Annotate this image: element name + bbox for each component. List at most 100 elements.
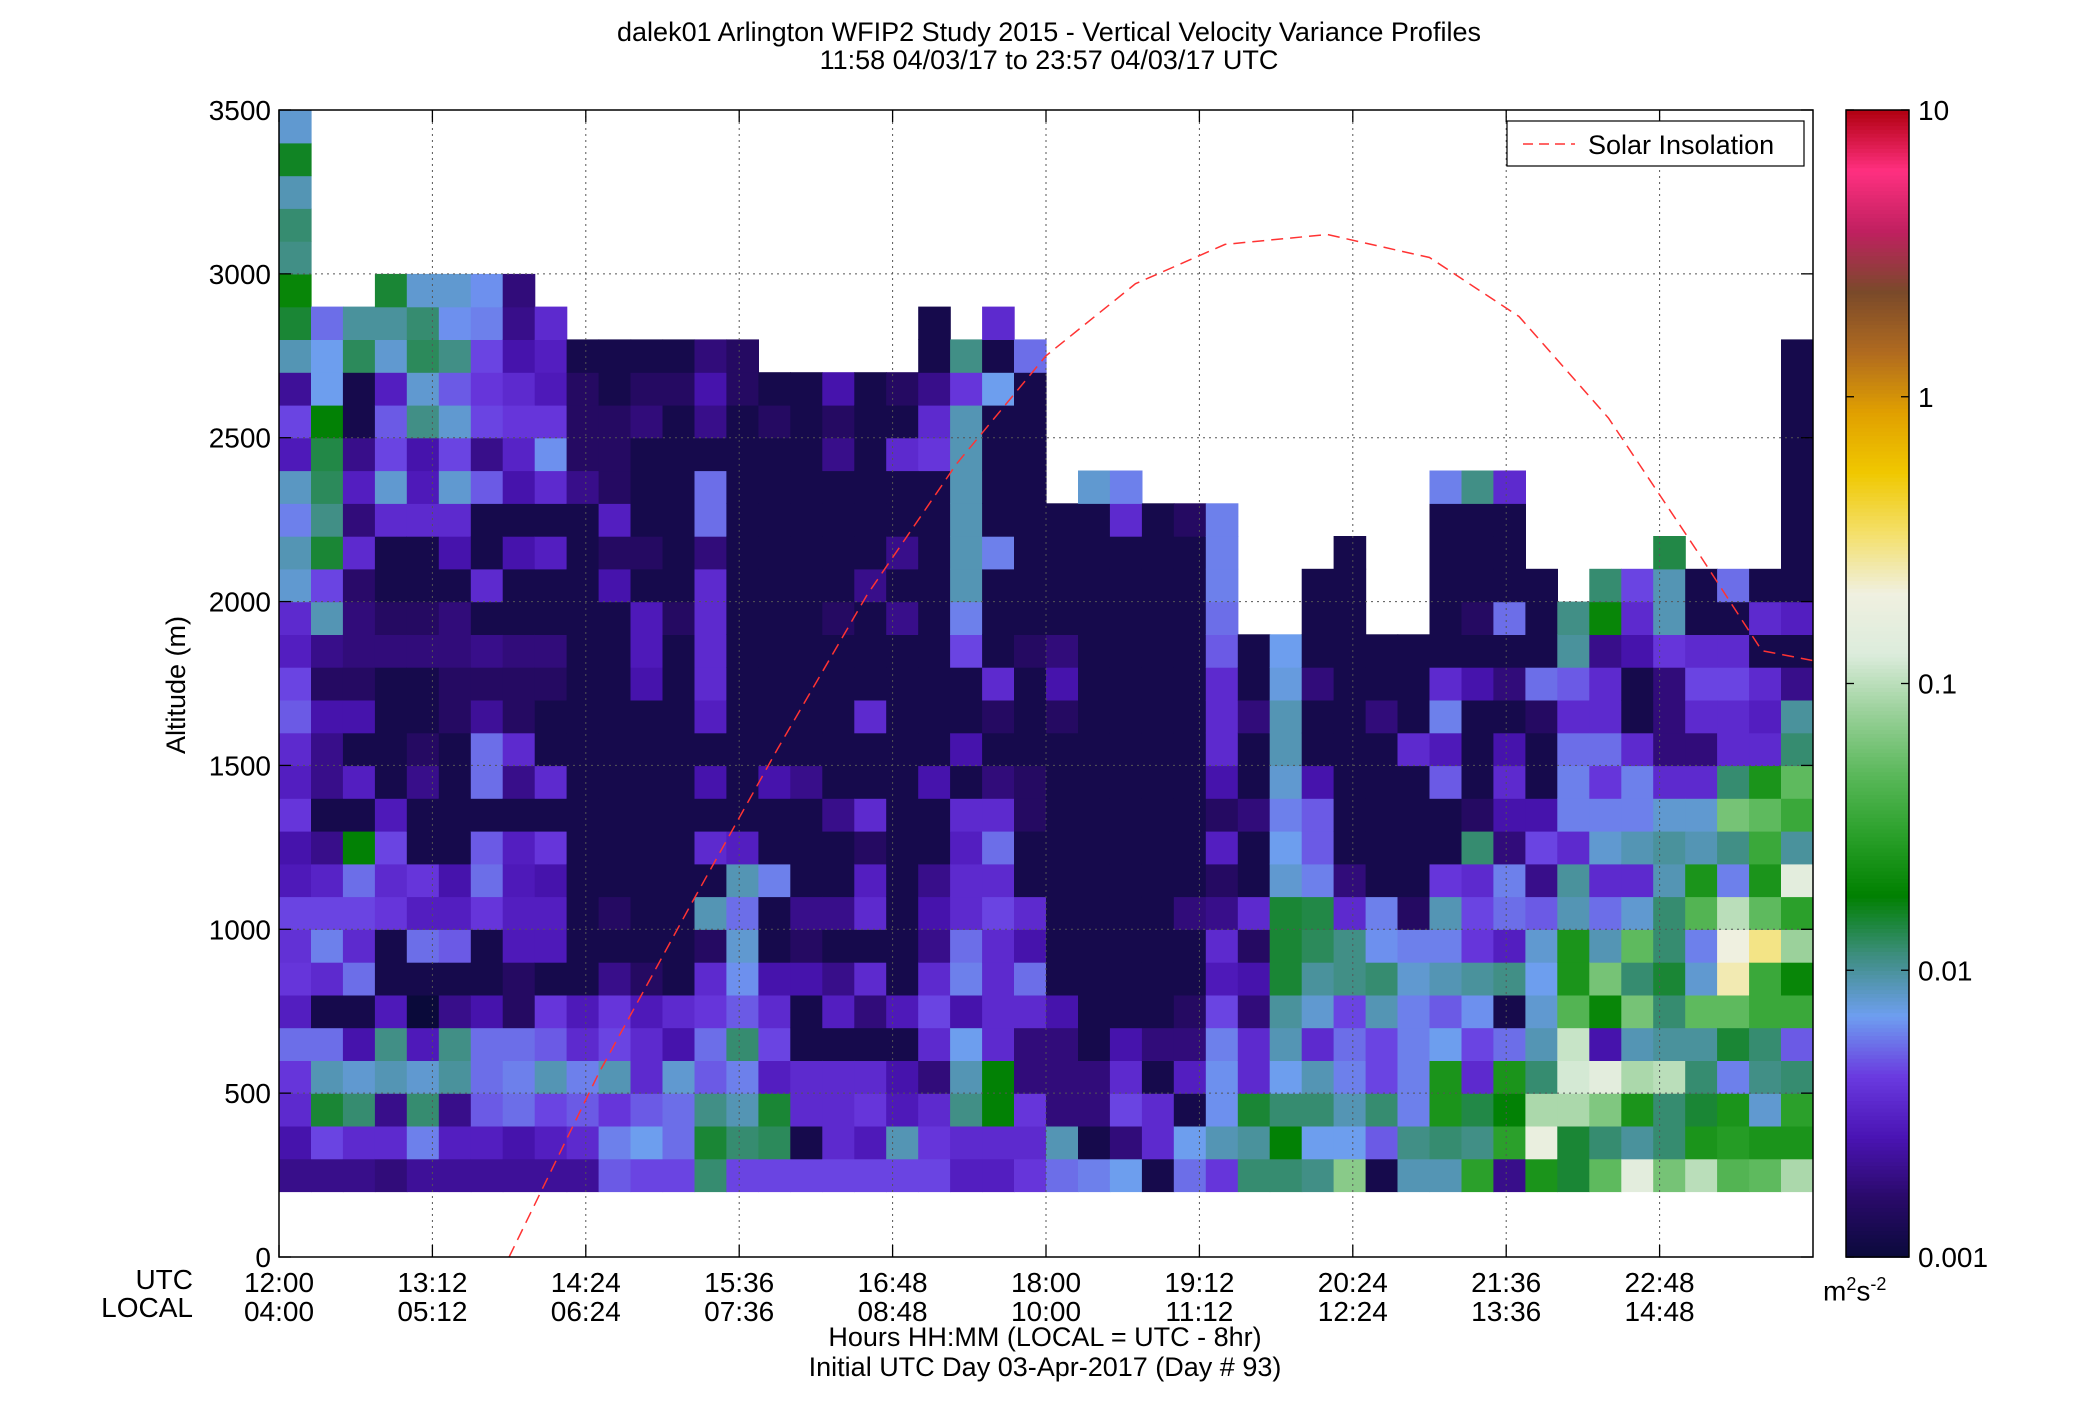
heatmap-cell xyxy=(758,962,791,996)
heatmap-cell xyxy=(502,863,536,898)
heatmap-cell xyxy=(1109,568,1143,603)
heatmap-cell xyxy=(534,1093,568,1127)
heatmap-cell xyxy=(1621,1125,1654,1160)
heatmap-cell xyxy=(1333,831,1367,865)
colorbar-segment xyxy=(1846,1073,1909,1079)
heatmap-cell xyxy=(566,536,600,570)
heatmap-cell xyxy=(1749,831,1782,865)
heatmap-cell xyxy=(950,699,983,734)
heatmap-cell xyxy=(502,306,536,340)
heatmap-cell xyxy=(598,372,632,406)
heatmap-cell xyxy=(406,667,440,701)
heatmap-cell xyxy=(502,831,536,865)
y-axis-ticks: 0 500 1000 1500 2000 2500 3000 3500 xyxy=(209,95,1813,1273)
heatmap-cells xyxy=(279,45,1813,1193)
heatmap-cell xyxy=(279,45,312,78)
heatmap-cell xyxy=(279,110,312,144)
heatmap-cell xyxy=(374,732,408,767)
colorbar-segment xyxy=(1846,564,1909,570)
heatmap-cell xyxy=(374,667,408,701)
y-tick-label: 1500 xyxy=(209,750,271,781)
heatmap-cell xyxy=(726,798,759,832)
heatmap-cell xyxy=(1141,1125,1175,1160)
heatmap-cell xyxy=(1014,470,1047,504)
heatmap-cell xyxy=(1685,831,1718,865)
heatmap-cell xyxy=(279,1027,312,1061)
heatmap-cell xyxy=(822,962,855,996)
heatmap-cell xyxy=(470,831,504,865)
colorbar-segment xyxy=(1846,614,1909,620)
heatmap-cell xyxy=(886,962,919,996)
heatmap-cell xyxy=(470,962,504,996)
heatmap-cell xyxy=(886,765,919,799)
heatmap-cell xyxy=(1525,1060,1558,1094)
heatmap-cell xyxy=(1109,470,1143,504)
heatmap-cell xyxy=(374,863,408,898)
heatmap-cell xyxy=(1653,929,1686,963)
heatmap-cell xyxy=(406,273,440,308)
heatmap-cell xyxy=(566,470,600,504)
colorbar-segment xyxy=(1846,966,1909,972)
heatmap-cell xyxy=(790,765,823,799)
heatmap-cell xyxy=(950,896,983,930)
heatmap-cell xyxy=(502,732,536,767)
colorbar-segment xyxy=(1846,366,1909,371)
heatmap-cell xyxy=(534,667,568,701)
heatmap-cell xyxy=(918,699,951,734)
heatmap-cell xyxy=(1557,699,1590,734)
heatmap-cell xyxy=(342,372,376,406)
heatmap-cell xyxy=(1269,1027,1303,1061)
heatmap-cell xyxy=(1333,732,1367,767)
heatmap-cell xyxy=(470,306,504,340)
colorbar-segment xyxy=(1846,1218,1909,1224)
heatmap-cell xyxy=(950,1060,983,1094)
heatmap-cell xyxy=(886,1027,919,1061)
heatmap-cell xyxy=(726,437,759,472)
heatmap-cell xyxy=(950,765,983,799)
heatmap-cell xyxy=(822,798,855,832)
heatmap-cell xyxy=(822,929,855,963)
heatmap-cell xyxy=(822,437,855,472)
colorbar-segment xyxy=(1846,1050,1909,1056)
heatmap-cell xyxy=(1525,1158,1558,1193)
heatmap-cell xyxy=(1653,536,1686,570)
colorbar-segment xyxy=(1846,1188,1909,1193)
heatmap-cell xyxy=(1269,896,1303,930)
heatmap-cell xyxy=(790,372,823,406)
heatmap-cell xyxy=(630,634,664,668)
heatmap-cell xyxy=(1781,601,1813,635)
unit-base: m xyxy=(1823,1275,1847,1307)
heatmap-cell xyxy=(758,699,791,734)
heatmap-cell xyxy=(1589,831,1622,865)
heatmap-cell xyxy=(1333,798,1367,832)
colorbar-segment xyxy=(1846,557,1909,562)
heatmap-cell xyxy=(758,732,791,767)
colorbar-segment xyxy=(1846,1084,1909,1090)
heatmap-cell xyxy=(1046,994,1079,1029)
heatmap-cell xyxy=(758,896,791,930)
colorbar-segment xyxy=(1846,974,1909,979)
heatmap-cell xyxy=(790,536,823,570)
heatmap-cell xyxy=(1717,634,1750,668)
heatmap-cell xyxy=(758,601,791,635)
heatmap-cell xyxy=(1173,896,1207,930)
colorbar-segment xyxy=(1846,794,1909,799)
heatmap-cell xyxy=(1397,896,1431,930)
heatmap-cell xyxy=(918,536,951,570)
heatmap-cell xyxy=(1749,732,1782,767)
heatmap-cell xyxy=(502,699,536,734)
colorbar-segment xyxy=(1846,542,1909,547)
heatmap-cell xyxy=(1078,1093,1111,1127)
heatmap-cell xyxy=(1461,634,1495,668)
utc-row-label: UTC xyxy=(135,1264,193,1295)
heatmap-cell xyxy=(1781,634,1813,668)
colorbar-segment xyxy=(1846,262,1909,268)
heatmap-cell xyxy=(1685,962,1718,996)
unit-exp-1: 2 xyxy=(1846,1274,1857,1294)
heatmap-cell xyxy=(726,404,759,439)
heatmap-cell xyxy=(342,765,376,799)
heatmap-cell xyxy=(311,667,344,701)
heatmap-cell xyxy=(1205,962,1239,996)
heatmap-cell xyxy=(886,404,919,439)
colorbar-segment xyxy=(1846,530,1909,536)
